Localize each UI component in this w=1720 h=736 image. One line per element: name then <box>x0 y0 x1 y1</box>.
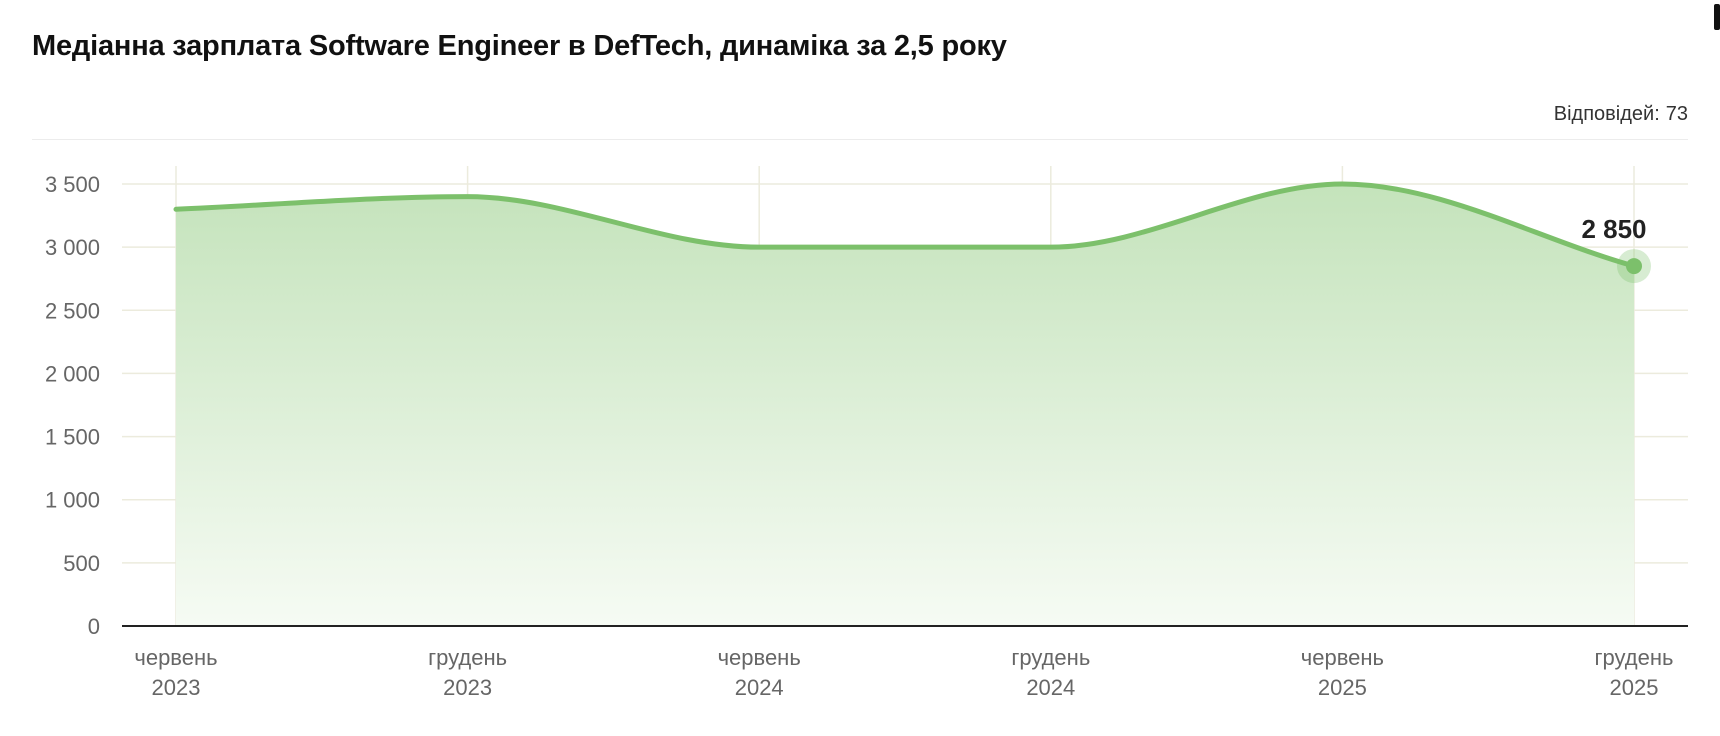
last-point-value-label: 2 850 <box>1581 214 1646 244</box>
area-fill <box>176 184 1634 626</box>
y-tick-label: 0 <box>88 614 100 639</box>
page-title: Медіанна зарплата Software Engineer в De… <box>32 30 1007 62</box>
x-tick-label: грудень 2023 <box>428 645 507 700</box>
x-tick-label: червень 2024 <box>718 645 801 700</box>
y-tick-label: 1 000 <box>45 488 100 513</box>
x-tick-label: червень 2023 <box>134 645 217 700</box>
y-tick-label: 2 000 <box>45 361 100 386</box>
y-tick-label: 3 500 <box>45 172 100 197</box>
y-tick-label: 500 <box>63 551 100 576</box>
y-tick-label: 2 500 <box>45 298 100 323</box>
series-line <box>173 181 1637 269</box>
responses-count: Відповідей: 73 <box>1554 103 1688 126</box>
scrollbar-handle[interactable] <box>1714 4 1720 30</box>
x-tick-label: грудень 2025 <box>1595 645 1674 700</box>
y-tick-label: 3 000 <box>45 235 100 260</box>
last-data-point[interactable] <box>1626 258 1642 275</box>
header-divider <box>32 139 1688 140</box>
x-tick-label: грудень 2024 <box>1011 645 1090 700</box>
x-tick-label: червень 2025 <box>1301 645 1384 700</box>
responses-label: Відповідей: <box>1553 103 1660 125</box>
responses-value: 73 <box>1665 103 1688 125</box>
y-tick-label: 1 500 <box>45 425 100 450</box>
